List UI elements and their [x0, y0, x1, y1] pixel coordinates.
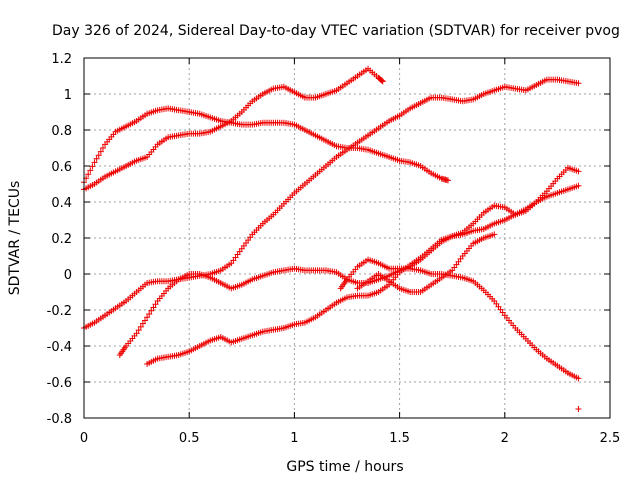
x-tick-label: 1 — [290, 431, 298, 446]
x-tick-label: 2.5 — [600, 431, 621, 446]
y-axis-label: SDTVAR / TECUs — [7, 181, 23, 296]
data-point — [491, 231, 498, 238]
series-7 — [354, 231, 498, 295]
data-point — [148, 307, 155, 314]
data-point — [91, 159, 98, 166]
data-point — [99, 145, 106, 151]
y-tick-label: 1 — [64, 88, 72, 103]
plot-frame — [83, 57, 611, 419]
y-tick-label: 0.4 — [51, 196, 72, 211]
data-point — [146, 310, 153, 317]
data-point — [575, 80, 582, 87]
data-point — [150, 304, 157, 311]
y-tick-label: -0.2 — [47, 304, 72, 319]
data-point — [142, 317, 149, 324]
series-4 — [116, 182, 582, 358]
data-point — [93, 155, 100, 162]
data-point — [379, 78, 386, 85]
y-tick-label: 1.2 — [51, 52, 72, 67]
x-tick-label: 1.5 — [389, 431, 410, 446]
y-tick-label: -0.4 — [47, 340, 72, 355]
data-point — [575, 406, 582, 412]
data-points — [81, 65, 582, 412]
series-3 — [81, 76, 582, 331]
data-point — [97, 148, 104, 155]
y-tick-label: 0.8 — [51, 124, 72, 139]
data-point — [89, 163, 96, 170]
y-tick-label: -0.8 — [47, 412, 72, 427]
data-point — [444, 177, 451, 184]
data-point — [133, 330, 140, 337]
data-point — [144, 314, 151, 321]
x-axis-label: GPS time / hours — [286, 459, 403, 475]
x-tick-label: 2 — [501, 431, 509, 446]
series-6 — [337, 256, 582, 382]
y-tick-label: 0.6 — [51, 160, 72, 175]
data-point — [139, 320, 146, 327]
outlier — [575, 406, 582, 412]
data-point — [137, 323, 144, 330]
data-point — [87, 167, 94, 174]
axes: 0 0.5 1 1.5 2 2.5 -0.8 -0.6 -0.4 -0.2 0 0.2 0.4 0.6 0.… — [47, 52, 621, 446]
data-point — [378, 77, 385, 84]
x-tick-label: 0 — [80, 431, 88, 446]
chart-title: Day 326 of 2024, Sidereal Day-to-day VTE… — [52, 23, 620, 39]
data-point — [95, 152, 102, 159]
series-5 — [144, 164, 582, 367]
series-2 — [81, 65, 386, 193]
y-tick-label: 0.2 — [51, 232, 72, 247]
grid — [84, 58, 610, 418]
data-point — [85, 171, 92, 178]
data-point — [152, 301, 159, 308]
y-tick-label: -0.6 — [47, 376, 72, 391]
x-tick-label: 0.5 — [179, 431, 200, 446]
data-point — [135, 327, 142, 334]
data-point — [575, 168, 582, 175]
data-point — [575, 182, 582, 189]
y-tick-label: 0 — [64, 268, 72, 283]
data-point — [575, 375, 582, 382]
